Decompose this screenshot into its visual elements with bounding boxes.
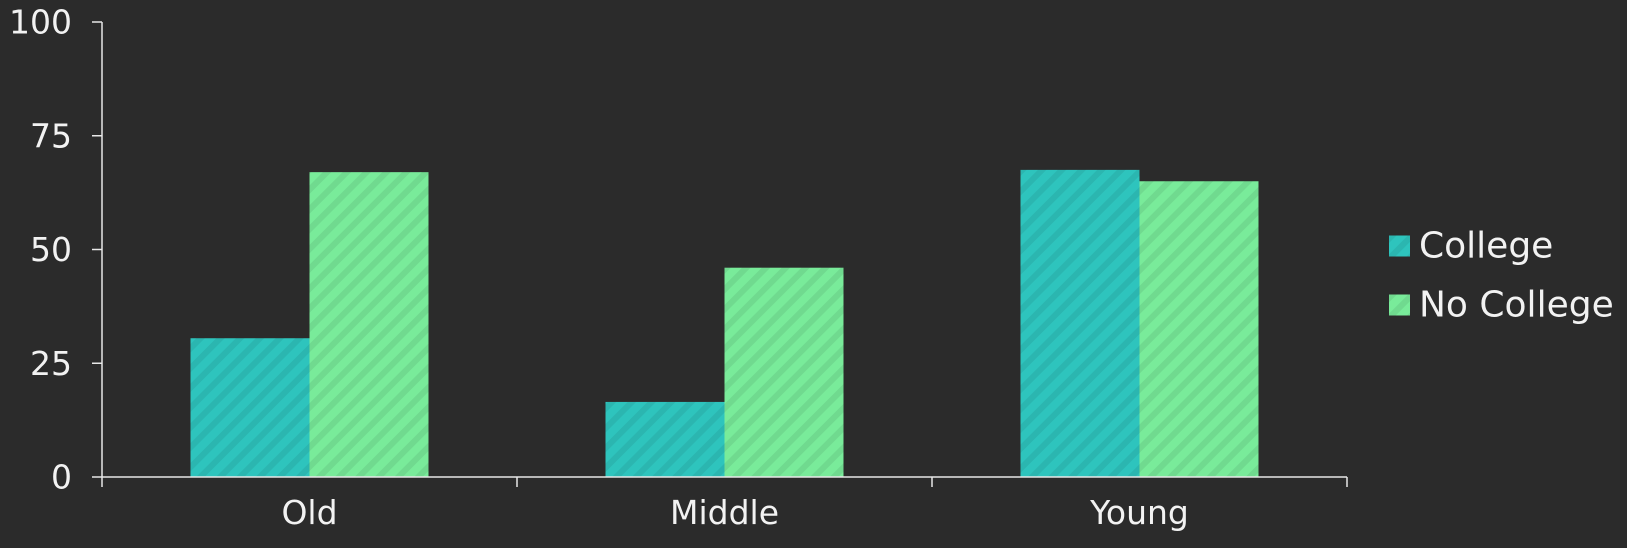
legend-swatch-no-college bbox=[1389, 294, 1410, 316]
bar-college-young bbox=[1020, 169, 1140, 477]
bar-no-college-young bbox=[1139, 181, 1259, 477]
y-tick-label: 100 bbox=[9, 3, 72, 42]
y-tick-label: 75 bbox=[30, 116, 72, 155]
x-axis-ticks: Old Middle Young bbox=[101, 477, 1348, 532]
x-tick-label-old: Old bbox=[281, 493, 337, 532]
x-tick-label-middle: Middle bbox=[670, 493, 779, 532]
legend-swatch-college bbox=[1389, 235, 1410, 257]
y-tick-label: 0 bbox=[51, 458, 72, 497]
bar-no-college-old bbox=[309, 172, 429, 477]
legend-label-college: College bbox=[1419, 226, 1553, 267]
legend-label-no-college: No College bbox=[1419, 285, 1614, 326]
legend: College No College bbox=[1389, 226, 1614, 326]
bar-college-middle bbox=[605, 401, 725, 477]
x-tick-label-young: Young bbox=[1089, 493, 1189, 532]
bars-layer bbox=[190, 169, 1259, 477]
y-tick-label: 25 bbox=[30, 344, 72, 383]
y-tick-label: 50 bbox=[30, 230, 72, 269]
bar-no-college-middle bbox=[724, 267, 844, 477]
bar-college-old bbox=[190, 338, 310, 477]
y-axis-ticks: 0 25 50 75 100 bbox=[9, 3, 102, 497]
